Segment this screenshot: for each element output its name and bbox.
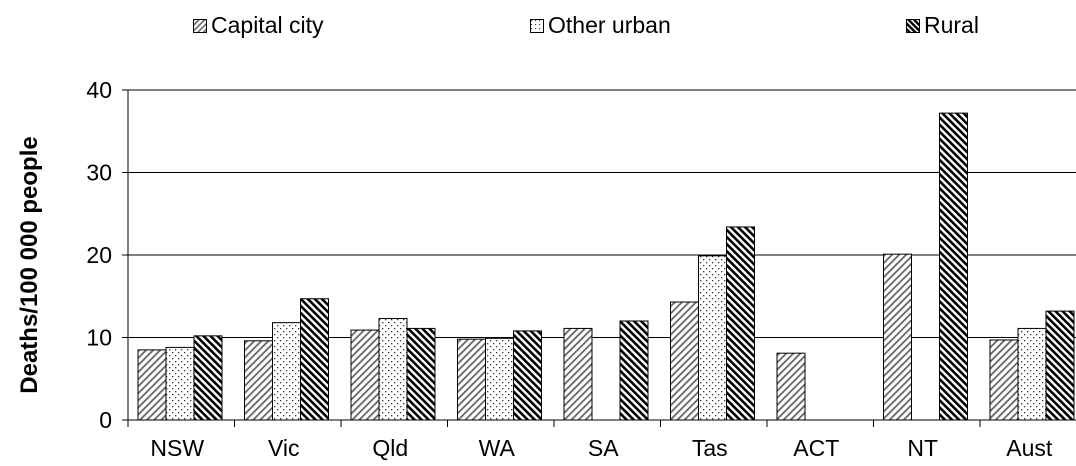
bar-rural-wa <box>513 330 542 421</box>
legend-item-rural: Rural <box>906 12 979 39</box>
x-tick-label: Tas <box>692 435 728 461</box>
bar-capital-city-vic <box>244 340 273 421</box>
x-tick-label: Vic <box>268 435 300 461</box>
bar-rural-nsw <box>193 335 223 421</box>
legend-item-capital-city: Capital city <box>193 12 323 39</box>
x-tick-label: Aust <box>1006 435 1053 461</box>
bar-capital-city-nt <box>883 253 912 421</box>
y-axis-label: Deaths/100 000 people <box>16 136 43 393</box>
bar-other-urban-nsw <box>165 346 195 421</box>
x-tick-label: Qld <box>372 435 408 461</box>
bar-other-urban-qld <box>378 318 408 421</box>
bar-other-urban-vic <box>272 322 301 421</box>
y-tick-label: 30 <box>86 160 112 186</box>
bar-capital-city-sa <box>563 327 593 421</box>
x-tick-label: WA <box>479 435 516 461</box>
bar-other-urban-tas <box>698 255 727 421</box>
bar-capital-city-wa <box>457 338 486 421</box>
bar-other-urban-wa <box>485 337 514 421</box>
bar-capital-city-nsw <box>137 349 167 421</box>
legend-label-rural: Rural <box>924 12 979 38</box>
bar-rural-qld <box>406 327 436 421</box>
legend-swatch-other-urban <box>530 18 544 33</box>
x-tick-label: NT <box>907 435 938 461</box>
bar-capital-city-qld <box>350 329 380 421</box>
bar-rural-tas <box>726 226 755 421</box>
x-tick-label: ACT <box>793 435 839 461</box>
y-tick-label: 20 <box>86 242 112 268</box>
legend: Capital city Other urban Rural <box>0 12 1076 42</box>
legend-label-capital-city: Capital city <box>211 12 324 38</box>
bar-capital-city-aust <box>989 339 1019 421</box>
y-tick-label: 0 <box>99 407 112 433</box>
legend-label-other-urban: Other urban <box>548 12 671 38</box>
bar-rural-sa <box>619 320 649 421</box>
bar-capital-city-tas <box>670 301 699 421</box>
bar-capital-city-act <box>776 352 806 421</box>
x-tick-label: NSW <box>150 435 204 461</box>
legend-swatch-capital-city <box>193 18 207 33</box>
bar-rural-vic <box>300 298 329 421</box>
bar-rural-aust <box>1045 310 1075 421</box>
y-tick-label: 10 <box>86 325 112 351</box>
bar-other-urban-aust <box>1017 327 1047 421</box>
bar-rural-nt <box>939 112 968 421</box>
x-tick-label: SA <box>588 435 619 461</box>
y-tick-label: 40 <box>86 77 112 103</box>
legend-item-other-urban: Other urban <box>530 12 671 39</box>
legend-swatch-rural <box>906 18 920 33</box>
